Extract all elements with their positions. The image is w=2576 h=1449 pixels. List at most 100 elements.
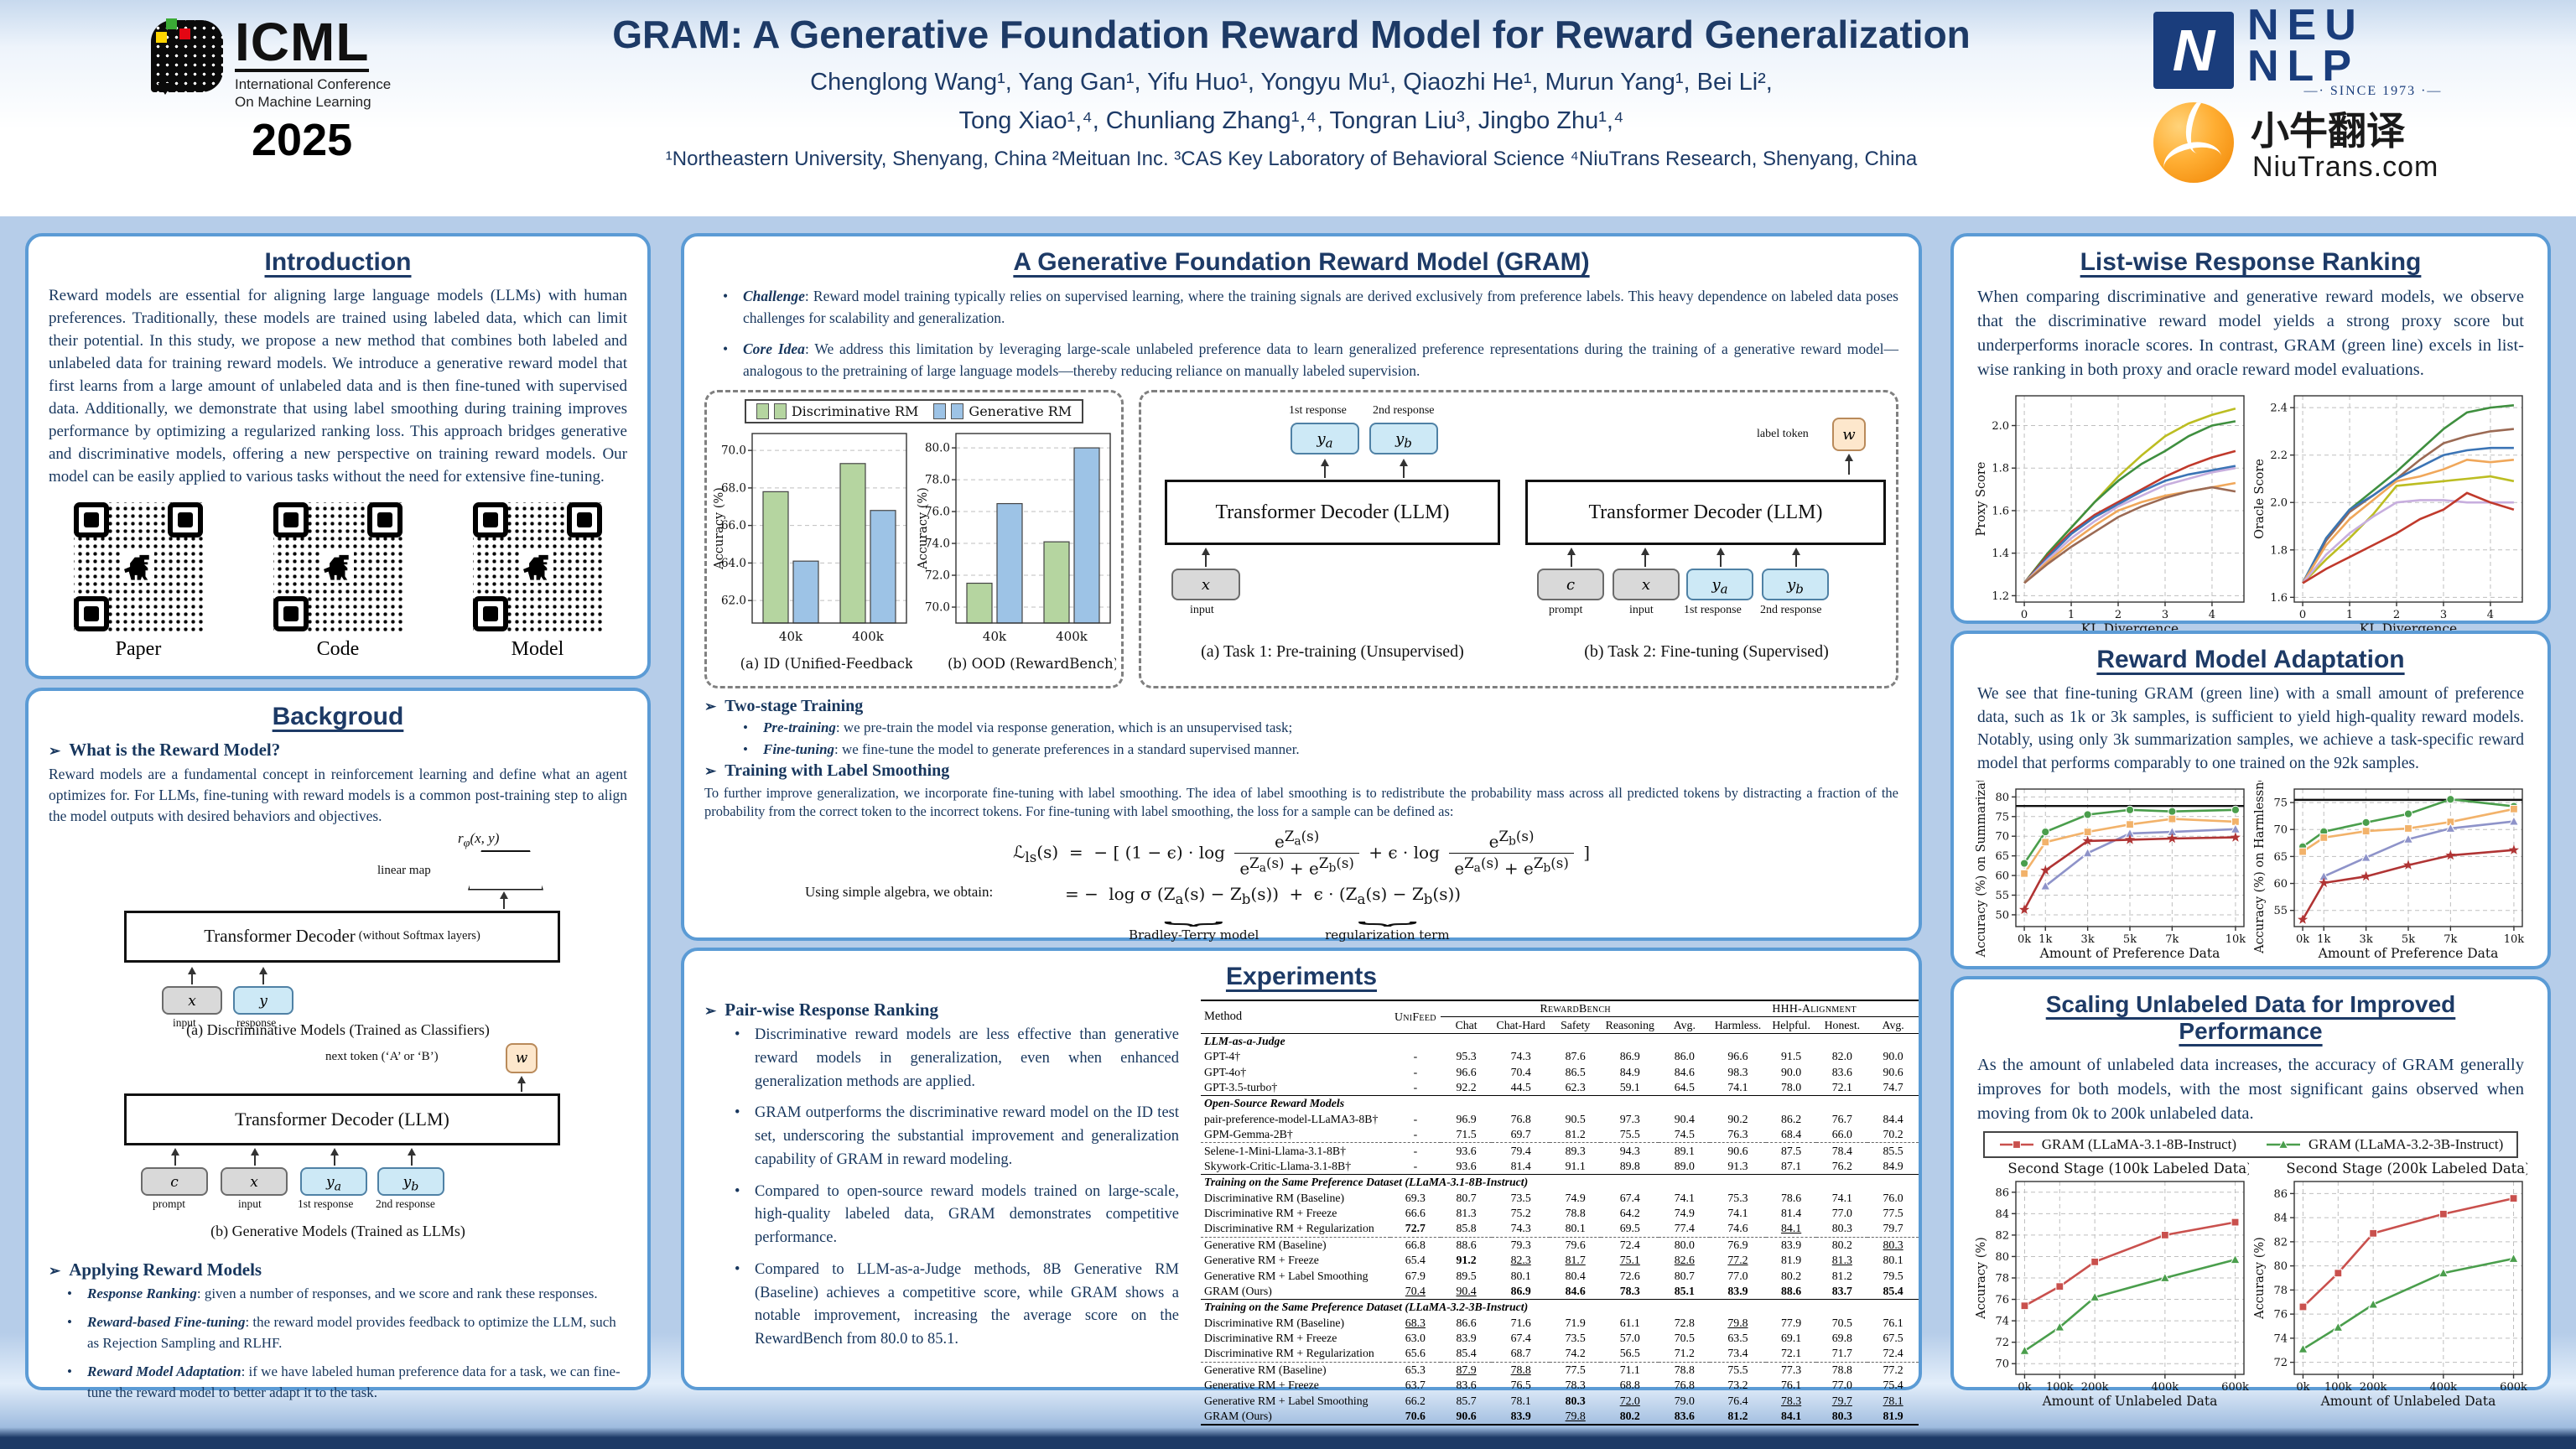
task2-finetuning-figure: label token w Transformer Decoder (LLM) … — [1520, 401, 1893, 683]
applying-reward-models-list: Response Ranking: given a number of resp… — [49, 1284, 627, 1404]
loss-formula: ℒls(s) = − [ (1 − ϵ) · log eZa(s) eZa(s) … — [1012, 828, 1590, 879]
svg-text:1.8: 1.8 — [2270, 545, 2288, 558]
arrow-icon — [1844, 454, 1853, 475]
token-yb: yb — [377, 1166, 444, 1196]
svg-text:55: 55 — [1995, 890, 2009, 902]
svg-text:78.0: 78.0 — [925, 474, 950, 487]
scaling-title: Scaling Unlabeled Data for Improved Perf… — [2045, 991, 2456, 1044]
pairwise-ranking-block: ➢Pair-wise Response Ranking Discriminati… — [704, 1000, 1179, 1426]
svg-text:Accuracy (%): Accuracy (%) — [2253, 1238, 2267, 1321]
affiliations: ¹Northeastern University, Shenyang, Chin… — [665, 148, 1918, 170]
table-row: Generative RM + Freeze 63.7 83.6 76.5 78.3 68… — [1204, 1379, 1903, 1392]
model-qr-code — [473, 501, 602, 631]
linear-map-trapezoid — [468, 849, 543, 891]
niutrans-logo: 小牛翻译 NiuTrans.com — [2153, 99, 2539, 200]
svg-text:70.0: 70.0 — [925, 601, 950, 615]
svg-text:3: 3 — [2440, 609, 2447, 621]
niutrans-site: NiuTrans.com — [2252, 151, 2439, 183]
paper-qr-code — [74, 501, 203, 631]
qr-model: Model — [473, 501, 602, 661]
table-row: Discriminative RM + Regularization 65.6 85… — [1204, 1347, 1903, 1360]
svg-text:3: 3 — [2162, 609, 2168, 621]
svg-text:82: 82 — [2273, 1237, 2288, 1249]
table-section-header: LLM-as-a-Judge — [1201, 1032, 1919, 1050]
green-triangle-line-icon — [2267, 1139, 2300, 1150]
bar-chart-legend: Discriminative RM Generative RM — [712, 399, 1116, 423]
svg-text:400k: 400k — [852, 629, 885, 644]
qr-label: Paper — [115, 637, 162, 660]
svg-text:(a) ID (Unified-Feedback): (a) ID (Unified-Feedback) — [740, 656, 912, 672]
svg-text:400k: 400k — [1056, 629, 1088, 644]
svg-text:7k: 7k — [2444, 933, 2457, 946]
svg-text:4: 4 — [2487, 609, 2494, 621]
svg-text:2.0: 2.0 — [1992, 420, 2009, 433]
background-p1: Reward models are a fundamental concept … — [49, 766, 627, 824]
authors-line-1: Chenglong Wang¹, Yang Gan¹, Yifu Huo¹, Y… — [810, 69, 1773, 96]
underbrace-icon: ⏟ — [1163, 900, 1224, 926]
transformer-decoder-box: Transformer Decoder (LLM) — [124, 1093, 560, 1145]
svg-text:10k: 10k — [2225, 933, 2246, 946]
dino-icon — [322, 550, 354, 583]
generative-model-figure: next token (‘A’ or ‘B’) w Transformer De… — [49, 1042, 627, 1251]
blue-swatch-icon — [933, 403, 947, 419]
arrow-icon — [1320, 459, 1329, 478]
svg-text:78: 78 — [2273, 1285, 2288, 1297]
svg-text:1: 1 — [2346, 609, 2353, 621]
listwise-text: When comparing discriminative and genera… — [1977, 288, 2524, 380]
table-row: Generative RM + Label Smoothing 66.2 85.7 7… — [1204, 1394, 1903, 1407]
arrow-icon — [1399, 459, 1408, 478]
blue-swatch-icon — [951, 403, 964, 419]
icml-brain-icon — [151, 18, 223, 95]
token-ya: ya — [1686, 569, 1753, 600]
algebra-note: Using simple algebra, we obtain: — [805, 883, 994, 900]
token-ya: ya — [1291, 423, 1359, 454]
legend-entry-generative: Generative RM — [933, 403, 1072, 419]
adaptation-panel: Reward Model Adaptation We see that fine… — [1950, 631, 2551, 969]
token-yb: yb — [1762, 569, 1829, 600]
figure-b-caption: (b) Generative Models (Trained as LLMs) — [210, 1222, 465, 1239]
list-item: GRAM outperforms the discriminative rewa… — [735, 1102, 1179, 1171]
svg-text:0k: 0k — [2296, 933, 2309, 946]
qr-paper: Paper — [74, 501, 203, 661]
svg-text:200k: 200k — [2360, 1381, 2387, 1394]
token-y: y — [233, 985, 293, 1015]
svg-text:74.0: 74.0 — [925, 538, 950, 551]
svg-text:78: 78 — [1995, 1273, 2009, 1285]
token-c: c — [1537, 569, 1604, 600]
next-token-label: next token (‘A’ or ‘B’) — [325, 1049, 439, 1063]
svg-text:68.0: 68.0 — [721, 481, 746, 495]
svg-text:40k: 40k — [779, 629, 803, 644]
token-x: x — [1171, 569, 1240, 600]
background-panel: Backgroud ➢ What is the Reward Model? Rew… — [25, 688, 651, 1400]
legend-entry-discriminative: Discriminative RM — [756, 403, 918, 419]
table-row: Generative RM + Label Smoothing 67.9 89.5 8… — [1204, 1269, 1903, 1282]
svg-text:400k: 400k — [2429, 1381, 2457, 1394]
token-c: c — [141, 1166, 208, 1196]
summarization-accuracy-chart: 0k 1k 3k 5k 7k 10k 50 55 60 65 70 75 80 Amount of Pre… — [1975, 781, 2246, 961]
transformer-decoder-box: Transformer Decoder (LLM) — [1525, 480, 1886, 545]
gram-panel: A Generative Foundation Reward Model (GR… — [681, 233, 1922, 943]
list-item: Fine-tuning: we fine-tune the model to g… — [743, 741, 1898, 758]
list-item: Challenge: Reward model training typical… — [723, 285, 1898, 330]
red-square-line-icon — [1999, 1140, 2033, 1150]
svg-text:55: 55 — [2273, 905, 2288, 917]
token-w: w — [506, 1042, 538, 1073]
qr-code-link: Code — [273, 501, 402, 661]
token-ya: ya — [300, 1166, 367, 1196]
table-row: Discriminative RM + Freeze 66.6 81.3 75.2 78… — [1204, 1207, 1903, 1220]
svg-text:75: 75 — [1995, 811, 2009, 823]
label-smoothing-text: To further improve generalization, we in… — [704, 785, 1898, 820]
svg-text:1.4: 1.4 — [1992, 548, 2009, 561]
svg-text:Accuracy (%): Accuracy (%) — [1975, 1238, 1988, 1321]
table-row: Generative RM + Freeze 65.4 91.2 82.3 81.7 75… — [1204, 1254, 1903, 1267]
table-row: Generative RM (Baseline) 65.3 87.9 78.8 77.5… — [1201, 1361, 1919, 1378]
pairwise-bullets: Discriminative reward models are less ef… — [704, 1024, 1179, 1352]
introduction-panel: Introduction Reward models are essential… — [25, 233, 651, 679]
svg-text:2.0: 2.0 — [2270, 497, 2288, 510]
svg-text:84: 84 — [1995, 1208, 2009, 1221]
svg-text:72: 72 — [1995, 1337, 2009, 1349]
scaling-200k-chart: 0k 100k 200k 400k 600k 72 74 76 78 80 82 84 86 Amount… — [2253, 1161, 2527, 1409]
figure-a-caption: (a) Discriminative Models (Trained as Cl… — [186, 1021, 490, 1038]
arrow-icon — [1716, 548, 1725, 567]
list-item: Discriminative reward models are less ef… — [735, 1024, 1179, 1093]
